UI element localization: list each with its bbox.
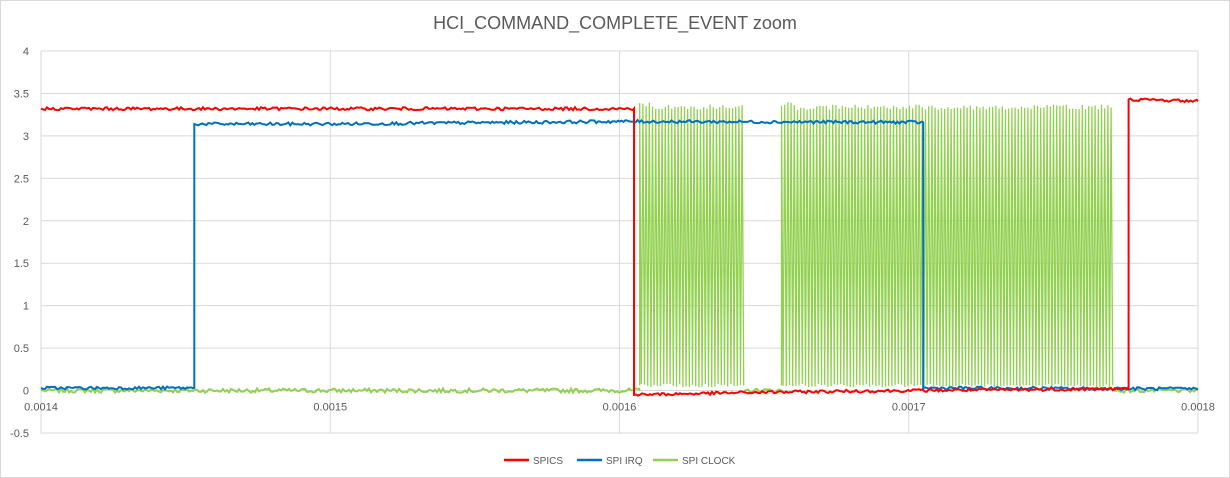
series-spi-clock-baseline <box>40 386 641 395</box>
x-tick-label: 0.0018 <box>1181 402 1215 414</box>
x-tick-label: 0.0014 <box>24 402 58 414</box>
y-tick-label: 4 <box>23 46 29 58</box>
y-tick-label: 1 <box>23 301 29 313</box>
legend-label: SPICS <box>533 456 563 467</box>
x-axis-ticks: 0.0014 0.0015 0.0016 0.0017 0.0018 <box>24 402 1215 414</box>
y-tick-label: -0.5 <box>10 428 29 440</box>
chart-title: HCI_COMMAND_COMPLETE_EVENT zoom <box>433 13 797 34</box>
plot-series <box>40 97 1199 397</box>
y-tick-label: 1.5 <box>14 258 29 270</box>
series-spi-clock-burst <box>639 102 745 388</box>
y-tick-label: 0 <box>23 386 29 398</box>
y-tick-label: 3.5 <box>14 88 29 100</box>
series-spics <box>40 97 1199 397</box>
y-axis-ticks: -0.5 0 0.5 1 1.5 2 2.5 3 3.5 4 <box>10 46 29 440</box>
y-tick-label: 2 <box>23 216 29 228</box>
legend-label: SPI IRQ <box>606 456 643 467</box>
y-tick-label: 2.5 <box>14 173 29 185</box>
x-tick-label: 0.0016 <box>603 402 637 414</box>
x-tick-label: 0.0017 <box>892 402 926 414</box>
y-tick-label: 0.5 <box>14 343 29 355</box>
y-tick-label: 3 <box>23 131 29 143</box>
legend-label: SPI CLOCK <box>682 456 736 467</box>
legend: SPICS SPI IRQ SPI CLOCK <box>504 456 736 467</box>
series-spi-clock-burst <box>780 102 1114 388</box>
x-tick-label: 0.0015 <box>313 402 347 414</box>
